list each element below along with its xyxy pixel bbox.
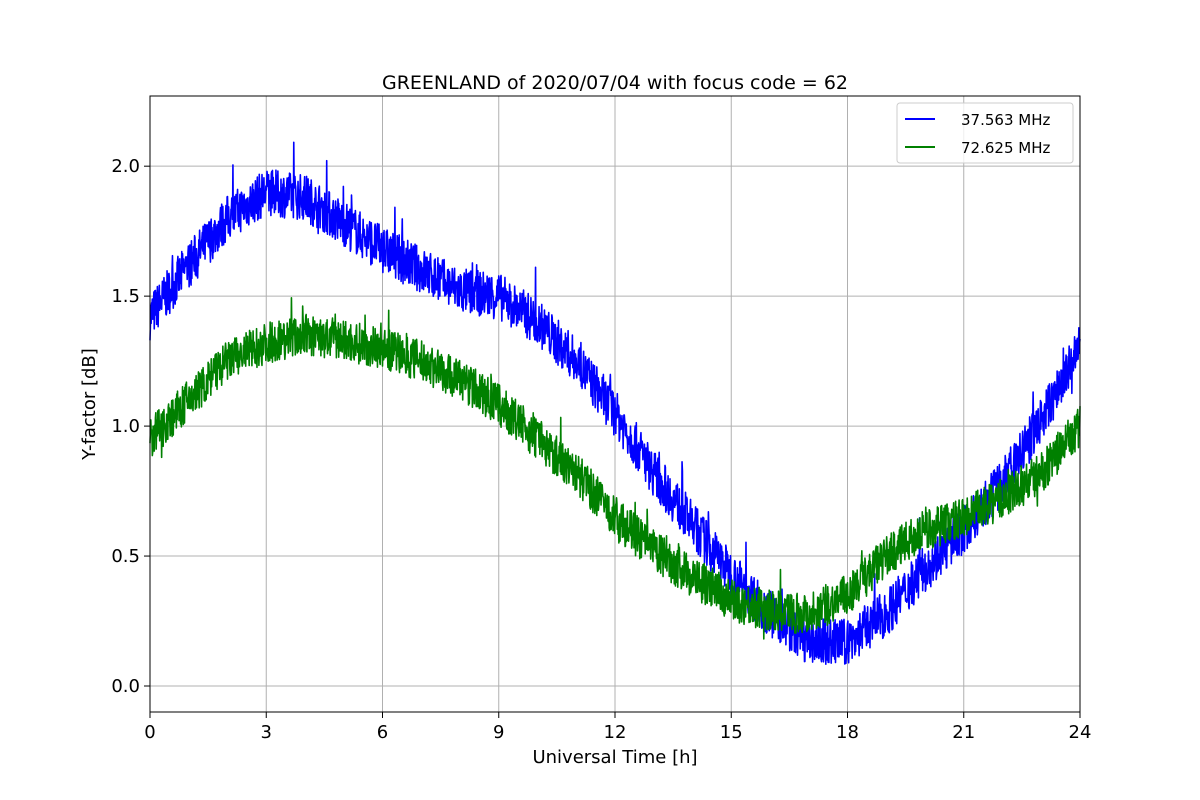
series-layer [149, 141, 1081, 665]
y-tick-label: 0.0 [111, 676, 140, 697]
y-tick-label: 2.0 [111, 156, 140, 177]
axis-ticks: 0 3 6 9 12 15 18 21 24 0.0 0.5 1.0 1.5 2.0 [111, 156, 1091, 743]
x-tick-label: 21 [952, 722, 975, 743]
y-tick-label: 1.0 [111, 416, 140, 437]
chart-title: GREENLAND of 2020/07/04 with focus code … [382, 72, 848, 94]
x-tick-label: 15 [720, 722, 743, 743]
legend: 37.563 MHz 72.625 MHz [896, 102, 1074, 164]
y-axis-label: Y-factor [dB] [79, 348, 100, 461]
y-tick-label: 0.5 [111, 546, 140, 567]
legend-label-72mhz: 72.625 MHz [961, 139, 1050, 157]
series-line-0 [149, 141, 1081, 665]
legend-box [896, 102, 1074, 164]
legend-label-37mhz: 37.563 MHz [961, 111, 1050, 129]
y-tick-label: 1.5 [111, 286, 140, 307]
x-tick-label: 18 [836, 722, 859, 743]
x-tick-label: 9 [493, 722, 504, 743]
x-tick-label: 12 [604, 722, 627, 743]
series-line-1 [149, 297, 1081, 640]
x-tick-label: 3 [261, 722, 272, 743]
x-tick-label: 6 [377, 722, 388, 743]
x-axis-label: Universal Time [h] [532, 747, 697, 768]
x-tick-label: 0 [144, 722, 155, 743]
x-tick-label: 24 [1069, 722, 1092, 743]
